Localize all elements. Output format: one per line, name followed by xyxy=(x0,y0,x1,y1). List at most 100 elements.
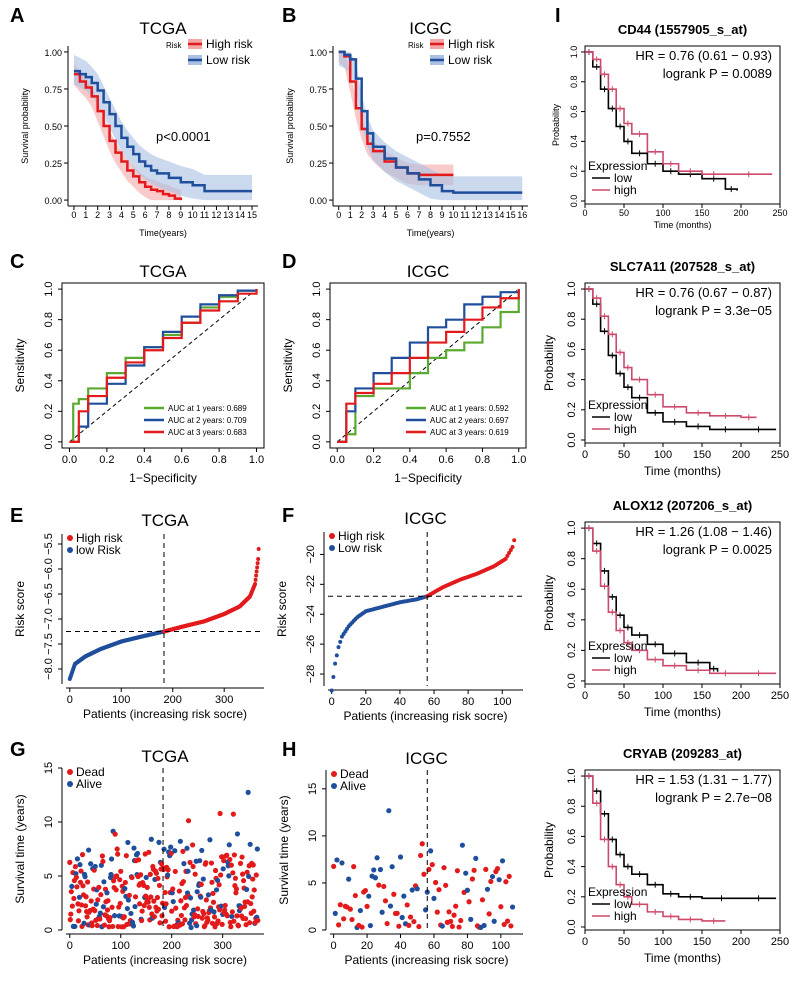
x-tick-label: 50 xyxy=(619,208,629,218)
dead-point xyxy=(201,911,207,917)
x-tick-label: 0 xyxy=(582,208,587,218)
alive-point xyxy=(332,910,338,916)
legend-label: Dead xyxy=(340,767,369,781)
legend-label: Low risk xyxy=(338,541,383,555)
alive-point xyxy=(88,861,94,867)
dead-point xyxy=(209,879,215,885)
dead-point xyxy=(230,870,236,876)
y-tick-label: −5.5 xyxy=(43,533,55,555)
p-value-annotation: p<0.0001 xyxy=(156,129,211,144)
legend-label: Low risk xyxy=(206,53,251,67)
alive-point xyxy=(97,910,103,916)
alive-point xyxy=(100,904,107,910)
y-tick-label: 0.6 xyxy=(569,105,579,118)
alive-point xyxy=(165,872,171,878)
dead-point xyxy=(208,860,215,866)
km-curve-high xyxy=(585,288,757,419)
km-plotter-I4: 0 50 100 150 200 250 0.0 0.2 0.4 0.6 0.8 1.0 CRYAB (… xyxy=(542,746,789,965)
alive-point xyxy=(108,856,115,862)
dead-point xyxy=(237,860,244,866)
dead-point xyxy=(169,908,175,914)
y-tick-label: 0.2 xyxy=(566,402,578,417)
km-curve-high xyxy=(585,51,773,175)
alive-point xyxy=(491,918,497,924)
x-tick-label: 6 xyxy=(405,210,410,220)
dead-point xyxy=(222,907,228,913)
x-tick-label: 6 xyxy=(143,210,148,220)
x-tick-label: 10 xyxy=(188,210,198,220)
dead-point xyxy=(67,917,73,923)
dead-point xyxy=(479,897,486,903)
dead-point xyxy=(195,906,201,912)
dead-point xyxy=(248,900,254,907)
dead-point xyxy=(85,879,91,885)
dead-point xyxy=(162,918,169,924)
dead-point xyxy=(250,862,256,868)
x-tick-label: 1.0 xyxy=(249,454,264,466)
y-axis-label: Sensitivity xyxy=(281,338,295,392)
legend-title: Expression xyxy=(588,639,647,653)
dead-point xyxy=(178,898,184,904)
x-tick-label: 15 xyxy=(247,210,257,220)
dead-point xyxy=(240,878,247,884)
legend-marker xyxy=(329,545,335,551)
x-tick-label: 1 xyxy=(83,210,88,220)
alive-point xyxy=(108,871,114,878)
y-tick-label: 0 xyxy=(307,927,319,933)
dead-point xyxy=(250,876,256,882)
dead-point xyxy=(216,882,222,888)
alive-point xyxy=(234,831,241,837)
alive-point xyxy=(372,875,379,881)
alive-point xyxy=(143,874,149,881)
y-tick-label: 1.00 xyxy=(309,48,327,58)
dead-point xyxy=(234,913,240,919)
dead-point xyxy=(501,921,507,928)
alive-point xyxy=(489,873,496,880)
x-tick-label: 0.4 xyxy=(137,454,152,466)
y-axis-label: Probability xyxy=(542,335,556,391)
alive-point xyxy=(188,924,194,931)
y-tick-label: 10 xyxy=(43,816,55,828)
y-tick-label: 0.25 xyxy=(44,159,62,169)
dead-point xyxy=(458,917,464,924)
y-tick-label: 10 xyxy=(307,830,319,842)
dead-point xyxy=(212,867,219,874)
dead-point xyxy=(231,918,237,924)
dead-point xyxy=(449,923,455,930)
x-tick-label: 200 xyxy=(732,690,750,702)
y-axis-label: Risk score xyxy=(275,581,289,637)
alive-point xyxy=(481,922,487,929)
dead-point xyxy=(105,898,111,904)
y-tick-label: 0.6 xyxy=(43,343,55,358)
dead-point xyxy=(76,908,82,914)
km-plot-A: 0 1 2 3 4 5 6 7 8 9 10 11 12 13 14 150.000.250.500.751.… xyxy=(20,19,258,238)
dead-point xyxy=(67,859,73,865)
x-tick-label: 0.8 xyxy=(475,454,490,466)
alive-point xyxy=(379,909,385,915)
y-tick-label: −22 xyxy=(305,575,317,594)
dead-point xyxy=(384,920,390,927)
x-axis-label: 1−Specificity xyxy=(394,471,462,485)
legend-marker xyxy=(331,783,337,789)
alive-point xyxy=(409,887,415,893)
x-tick-label: 0.2 xyxy=(366,454,381,466)
alive-point xyxy=(177,838,183,844)
x-tick-label: 0.0 xyxy=(62,454,77,466)
risk-point xyxy=(256,557,261,561)
dead-point xyxy=(494,866,501,872)
ci-band-high-risk xyxy=(338,51,454,186)
y-tick-label: 0.8 xyxy=(43,312,55,327)
x-axis-label: Time(years) xyxy=(139,228,187,238)
alive-point xyxy=(191,907,197,913)
dead-point xyxy=(135,857,142,863)
legend-label: AUC at 2 years: 0.709 xyxy=(168,416,247,425)
risk-point xyxy=(333,661,338,666)
dead-point xyxy=(233,886,240,892)
dead-point xyxy=(454,868,460,874)
alive-point xyxy=(428,848,434,854)
x-tick-label: 9 xyxy=(439,210,444,220)
dead-point xyxy=(109,904,115,910)
legend-label: high xyxy=(614,909,637,923)
x-tick-label: 4 xyxy=(382,210,387,220)
dead-point xyxy=(183,902,190,909)
